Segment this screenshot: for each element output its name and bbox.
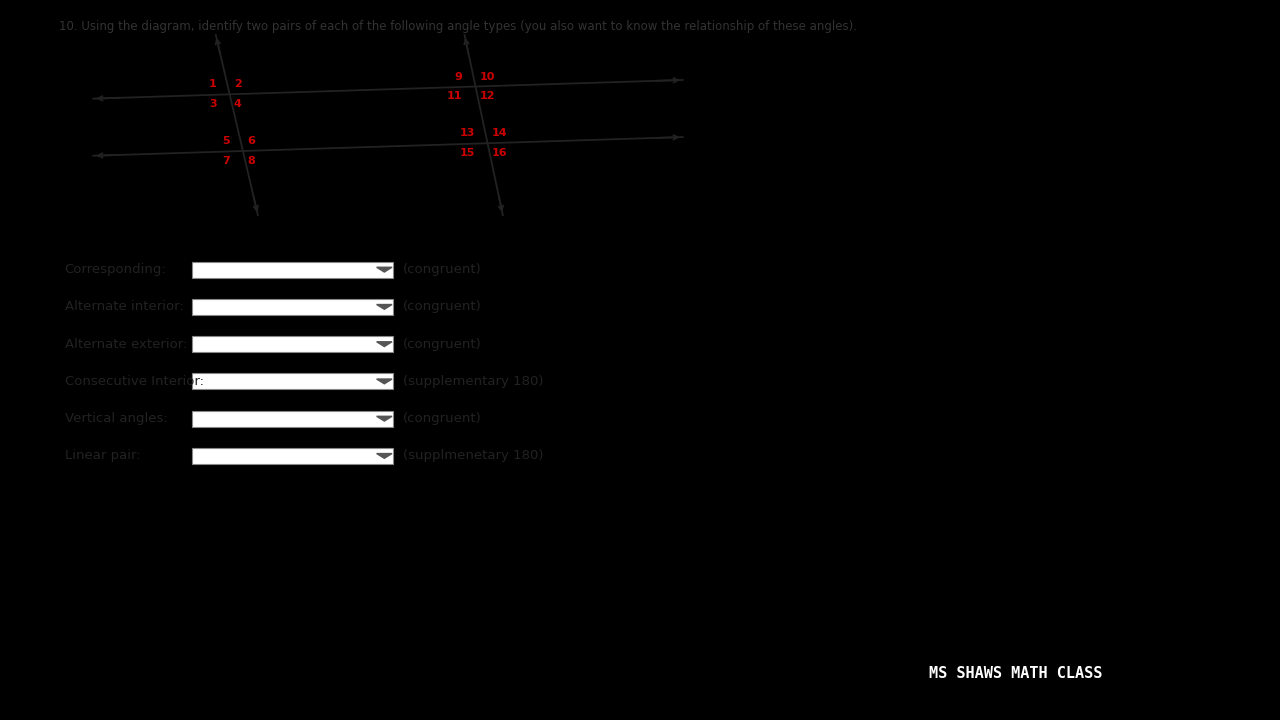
Text: Linear pair:: Linear pair: xyxy=(64,449,141,462)
Text: Consecutive Interior:: Consecutive Interior: xyxy=(64,375,204,388)
Text: (congruent): (congruent) xyxy=(403,300,481,313)
Text: 5: 5 xyxy=(223,136,230,146)
Text: 15: 15 xyxy=(460,148,475,158)
Bar xyxy=(192,261,393,278)
Text: 16: 16 xyxy=(492,148,507,158)
Bar xyxy=(192,448,393,464)
Text: 10. Using the diagram, identify two pairs of each of the following angle types (: 10. Using the diagram, identify two pair… xyxy=(59,19,856,32)
Text: 12: 12 xyxy=(480,91,495,102)
Text: 2: 2 xyxy=(234,79,242,89)
Text: Alternate interior:: Alternate interior: xyxy=(64,300,183,313)
Text: 13: 13 xyxy=(460,128,475,138)
Text: MS SHAWS MATH CLASS: MS SHAWS MATH CLASS xyxy=(929,666,1102,680)
Bar xyxy=(192,336,393,352)
Text: (supplementary 180): (supplementary 180) xyxy=(403,375,544,388)
Polygon shape xyxy=(376,267,392,272)
Text: 1: 1 xyxy=(209,79,216,89)
Text: 11: 11 xyxy=(447,91,462,102)
Text: (supplmenetary 180): (supplmenetary 180) xyxy=(403,449,544,462)
Polygon shape xyxy=(376,305,392,310)
Text: (congruent): (congruent) xyxy=(403,412,481,426)
Polygon shape xyxy=(376,342,392,346)
Polygon shape xyxy=(376,379,392,384)
Text: 9: 9 xyxy=(454,72,462,81)
Text: (congruent): (congruent) xyxy=(403,338,481,351)
Text: 7: 7 xyxy=(223,156,230,166)
Text: 4: 4 xyxy=(234,99,242,109)
Text: Vertical angles:: Vertical angles: xyxy=(64,412,168,426)
Text: Alternate exterior:: Alternate exterior: xyxy=(64,338,187,351)
Text: Corresponding:: Corresponding: xyxy=(64,263,166,276)
Polygon shape xyxy=(376,454,392,459)
Polygon shape xyxy=(376,416,392,421)
Text: (congruent): (congruent) xyxy=(403,263,481,276)
Bar xyxy=(192,299,393,315)
Text: 10: 10 xyxy=(480,72,495,81)
Bar xyxy=(192,374,393,390)
Bar xyxy=(192,410,393,427)
Text: 14: 14 xyxy=(492,128,507,138)
Text: 3: 3 xyxy=(209,99,216,109)
Text: 6: 6 xyxy=(247,136,255,146)
Text: 8: 8 xyxy=(247,156,255,166)
